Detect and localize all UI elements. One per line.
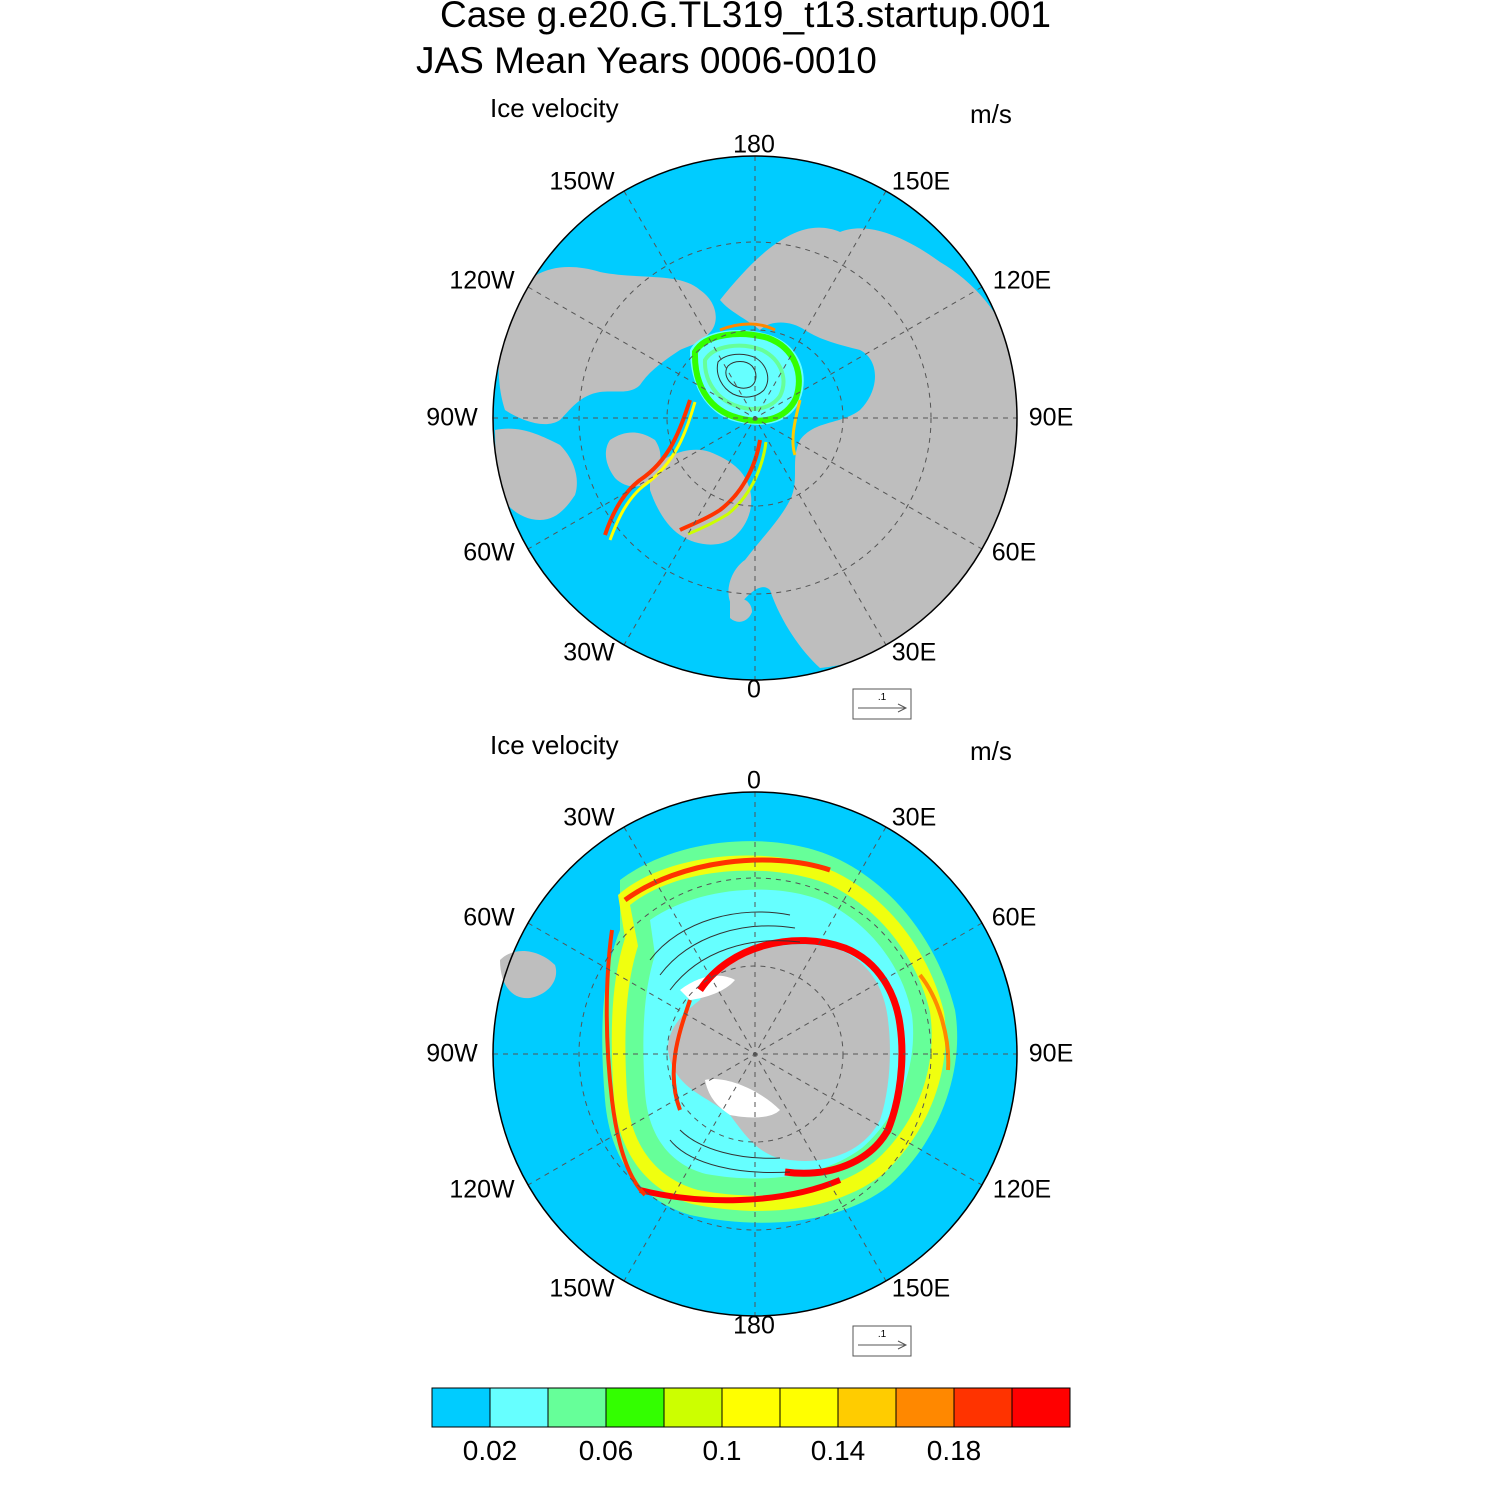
colorbar-tick-label: 0.18 [926, 1435, 982, 1466]
north-ice-velocity [603, 322, 804, 541]
south-lon-label: 60E [991, 903, 1037, 932]
north-lon-label: 150E [891, 167, 951, 196]
colorbar-swatch [431, 1387, 491, 1428]
north-lon-label: 180 [733, 130, 775, 159]
south-panel-title: Ice velocity [490, 730, 619, 760]
south-ice-velocity [604, 857, 951, 1204]
south-polar-map [492, 791, 1018, 1317]
south-map-border [492, 791, 1018, 1317]
colorbar-swatch [1011, 1387, 1071, 1428]
colorbar-swatch [953, 1387, 1013, 1428]
figure-title-case: Case g.e20.G.TL319_t13.startup.001 [440, 0, 1051, 35]
weddell-ice-shelf [680, 975, 735, 1000]
south-lon-label: 0 [747, 766, 761, 795]
north-lon-label: 120W [449, 266, 515, 295]
south-lon-label: 90E [1028, 1039, 1074, 1068]
colorbar-tick-label: 0.02 [462, 1435, 518, 1466]
north-lon-label: 0 [747, 675, 761, 704]
colorbar [431, 1387, 1071, 1428]
colorbar-tick-label: 0.14 [810, 1435, 866, 1466]
north-polar-map [492, 155, 1018, 681]
north-lon-label: 90W [426, 403, 478, 432]
north-land [495, 227, 1017, 668]
south-lon-label: 150W [549, 1274, 615, 1303]
colorbar-tick-label: 0.1 [702, 1435, 742, 1466]
svg-text:.1: .1 [878, 692, 887, 703]
colorbar-swatch [837, 1387, 897, 1428]
north-panel-units: m/s [970, 99, 1012, 129]
north-lon-label: 90E [1028, 403, 1074, 432]
north-lon-label: 150W [549, 167, 615, 196]
south-lon-label: 30E [891, 803, 937, 832]
south-lon-label: 120E [992, 1175, 1052, 1204]
north-lon-label: 60W [463, 538, 515, 567]
colorbar-tick-label: 0.06 [578, 1435, 634, 1466]
colorbar-swatch [547, 1387, 607, 1428]
south-panel-units: m/s [970, 736, 1012, 766]
colorbar-swatch [605, 1387, 665, 1428]
south-reference-vector: .1 [852, 1325, 912, 1357]
south-lon-label: 150E [891, 1274, 951, 1303]
south-lon-label: 120W [449, 1175, 515, 1204]
colorbar-swatch [779, 1387, 839, 1428]
north-lon-label: 120E [992, 266, 1052, 295]
south-lon-label: 30W [563, 803, 615, 832]
south-lon-label: 60W [463, 903, 515, 932]
south-graticule [493, 792, 1017, 1316]
north-lon-label: 30E [891, 638, 937, 667]
colorbar-swatch [663, 1387, 723, 1428]
north-reference-vector: .1 [852, 688, 912, 720]
figure-title-period: JAS Mean Years 0006-0010 [416, 40, 877, 81]
svg-text:.1: .1 [878, 1329, 887, 1340]
south-lon-label: 90W [426, 1039, 478, 1068]
colorbar-swatch [895, 1387, 955, 1428]
south-america [500, 950, 557, 999]
colorbar-swatch [721, 1387, 781, 1428]
north-lon-label: 60E [991, 538, 1037, 567]
colorbar-swatch [489, 1387, 549, 1428]
north-graticule [493, 156, 1017, 680]
north-panel-title: Ice velocity [490, 93, 619, 123]
north-lon-label: 30W [563, 638, 615, 667]
north-map-border [492, 155, 1018, 681]
south-lon-label: 180 [733, 1311, 775, 1340]
